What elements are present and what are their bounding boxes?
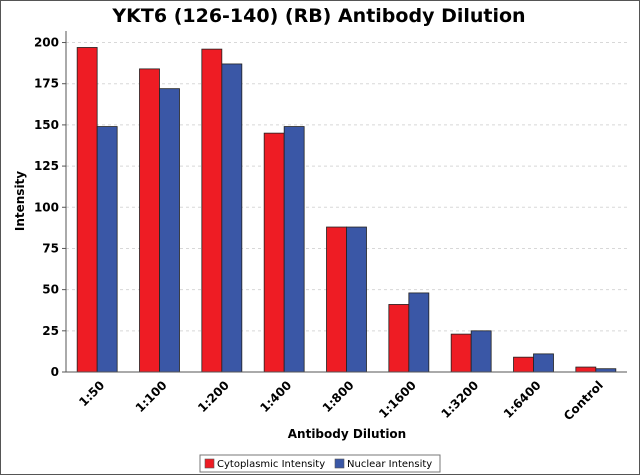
chart-title: YKT6 (126-140) (RB) Antibody Dilution [111, 5, 525, 27]
y-tick-label: 100 [34, 200, 59, 214]
legend-label-cytoplasmic: Cytoplasmic Intensity [217, 459, 325, 470]
legend: Cytoplasmic Intensity Nuclear Intensity [199, 454, 441, 473]
y-tick-label: 125 [34, 159, 59, 173]
bar-cytoplasmic [76, 47, 98, 373]
y-axis-ticks: 0 25 50 75 100 125 150 175 200 [34, 36, 66, 379]
x-tick-label: 1:800 [320, 378, 357, 415]
bar-cytoplasmic [388, 304, 410, 373]
y-tick-label: 25 [42, 324, 59, 338]
bar-nuclear [346, 226, 367, 373]
x-tick-label: 1:3200 [438, 378, 481, 421]
bar-nuclear [533, 353, 554, 373]
bar-cytoplasmic [263, 132, 285, 373]
y-tick-label: 75 [42, 241, 59, 255]
bar-nuclear [221, 63, 243, 373]
y-tick-label: 50 [42, 283, 59, 297]
bar-cytoplasmic [575, 366, 597, 373]
y-axis-label: Intensity [13, 171, 27, 231]
bar-nuclear [283, 126, 305, 373]
x-tick-label: Control [561, 378, 606, 423]
bar-cytoplasmic [139, 68, 160, 373]
y-tick-label: 0 [51, 365, 59, 379]
bar-cytoplasmic [201, 48, 223, 373]
x-axis-label: Antibody Dilution [288, 427, 406, 441]
y-tick-label: 200 [34, 36, 59, 50]
x-tick-label: 1:400 [257, 378, 294, 415]
x-tick-label: 1:6400 [501, 378, 544, 421]
legend-swatch-nuclear [334, 458, 345, 469]
y-tick-label: 175 [34, 77, 59, 91]
x-axis-ticks: 1:50 1:100 1:200 1:400 1:800 1:1600 1:3200 1:64… [76, 378, 606, 423]
x-tick-label: 1:1600 [376, 378, 419, 421]
bar-nuclear [96, 126, 118, 373]
legend-box [199, 454, 441, 473]
legend-label-nuclear: Nuclear Intensity [347, 459, 432, 470]
bar-nuclear [408, 292, 430, 373]
bar-cytoplasmic [326, 226, 347, 373]
legend-swatch-cytoplasmic [204, 458, 215, 469]
bar-cytoplasmic [450, 333, 472, 373]
x-tick-label: 1:200 [195, 378, 232, 415]
bar-nuclear [159, 88, 180, 373]
bar-nuclear [470, 330, 492, 373]
axes [65, 31, 627, 373]
x-tick-label: 1:100 [133, 378, 170, 415]
y-tick-label: 150 [34, 118, 59, 132]
bar-cytoplasmic [513, 356, 534, 373]
bars [76, 47, 617, 373]
x-tick-label: 1:50 [76, 378, 107, 409]
